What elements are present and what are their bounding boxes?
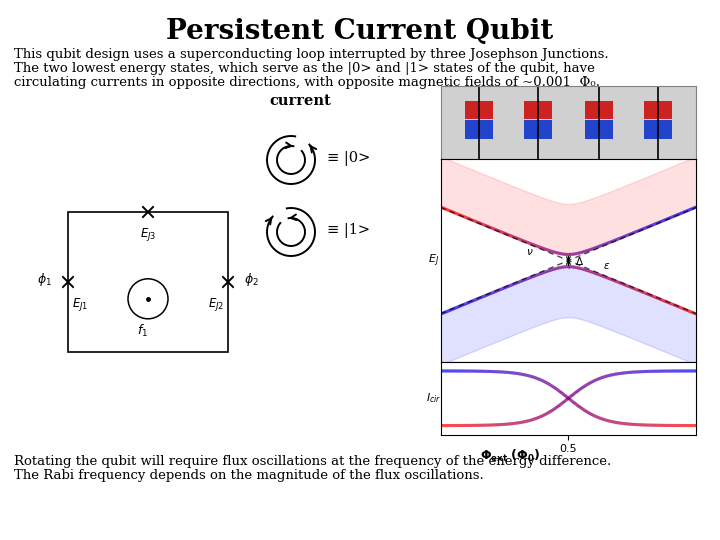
Text: $\nu$: $\nu$ xyxy=(526,247,534,258)
Text: Persistent Current Qubit: Persistent Current Qubit xyxy=(166,18,554,45)
Bar xyxy=(644,120,672,139)
Text: $E_{J1}$: $E_{J1}$ xyxy=(72,296,88,313)
Y-axis label: $I_{cir}$: $I_{cir}$ xyxy=(426,392,441,405)
Text: circulating currents in opposite directions, with opposite magnetic fields of ~0: circulating currents in opposite directi… xyxy=(14,76,600,89)
Text: $\phi_1$: $\phi_1$ xyxy=(37,272,52,288)
Text: The Rabi frequency depends on the magnitude of the flux oscillations.: The Rabi frequency depends on the magnit… xyxy=(14,469,484,482)
Text: Rotating the qubit will require flux oscillations at the frequency of the energy: Rotating the qubit will require flux osc… xyxy=(14,455,611,468)
Text: ≡ |1>: ≡ |1> xyxy=(327,222,370,238)
Text: This qubit design uses a superconducting loop interrupted by three Josephson Jun: This qubit design uses a superconducting… xyxy=(14,48,608,61)
Text: $f_1$: $f_1$ xyxy=(138,323,148,339)
Text: ≡ |0>: ≡ |0> xyxy=(327,151,370,165)
Text: $\varepsilon$: $\varepsilon$ xyxy=(603,261,610,271)
Text: current: current xyxy=(269,94,331,108)
Text: $\phi_2$: $\phi_2$ xyxy=(244,272,259,288)
Bar xyxy=(523,101,552,119)
Circle shape xyxy=(128,279,168,319)
Y-axis label: $E_J$: $E_J$ xyxy=(428,252,439,269)
Bar xyxy=(523,120,552,139)
Text: $\mathbf{\Phi_{ext}\ (\Phi_0)}$: $\mathbf{\Phi_{ext}\ (\Phi_0)}$ xyxy=(480,448,540,464)
Text: $E_{J2}$: $E_{J2}$ xyxy=(208,296,224,313)
Bar xyxy=(585,120,613,139)
Text: $E_{J3}$: $E_{J3}$ xyxy=(140,226,156,243)
Text: The two lowest energy states, which serve as the |0> and |1> states of the qubit: The two lowest energy states, which serv… xyxy=(14,62,595,75)
Bar xyxy=(585,101,613,119)
Bar xyxy=(465,120,493,139)
Text: $\Delta$: $\Delta$ xyxy=(575,254,584,267)
Bar xyxy=(465,101,493,119)
Bar xyxy=(644,101,672,119)
Bar xyxy=(68,212,228,352)
